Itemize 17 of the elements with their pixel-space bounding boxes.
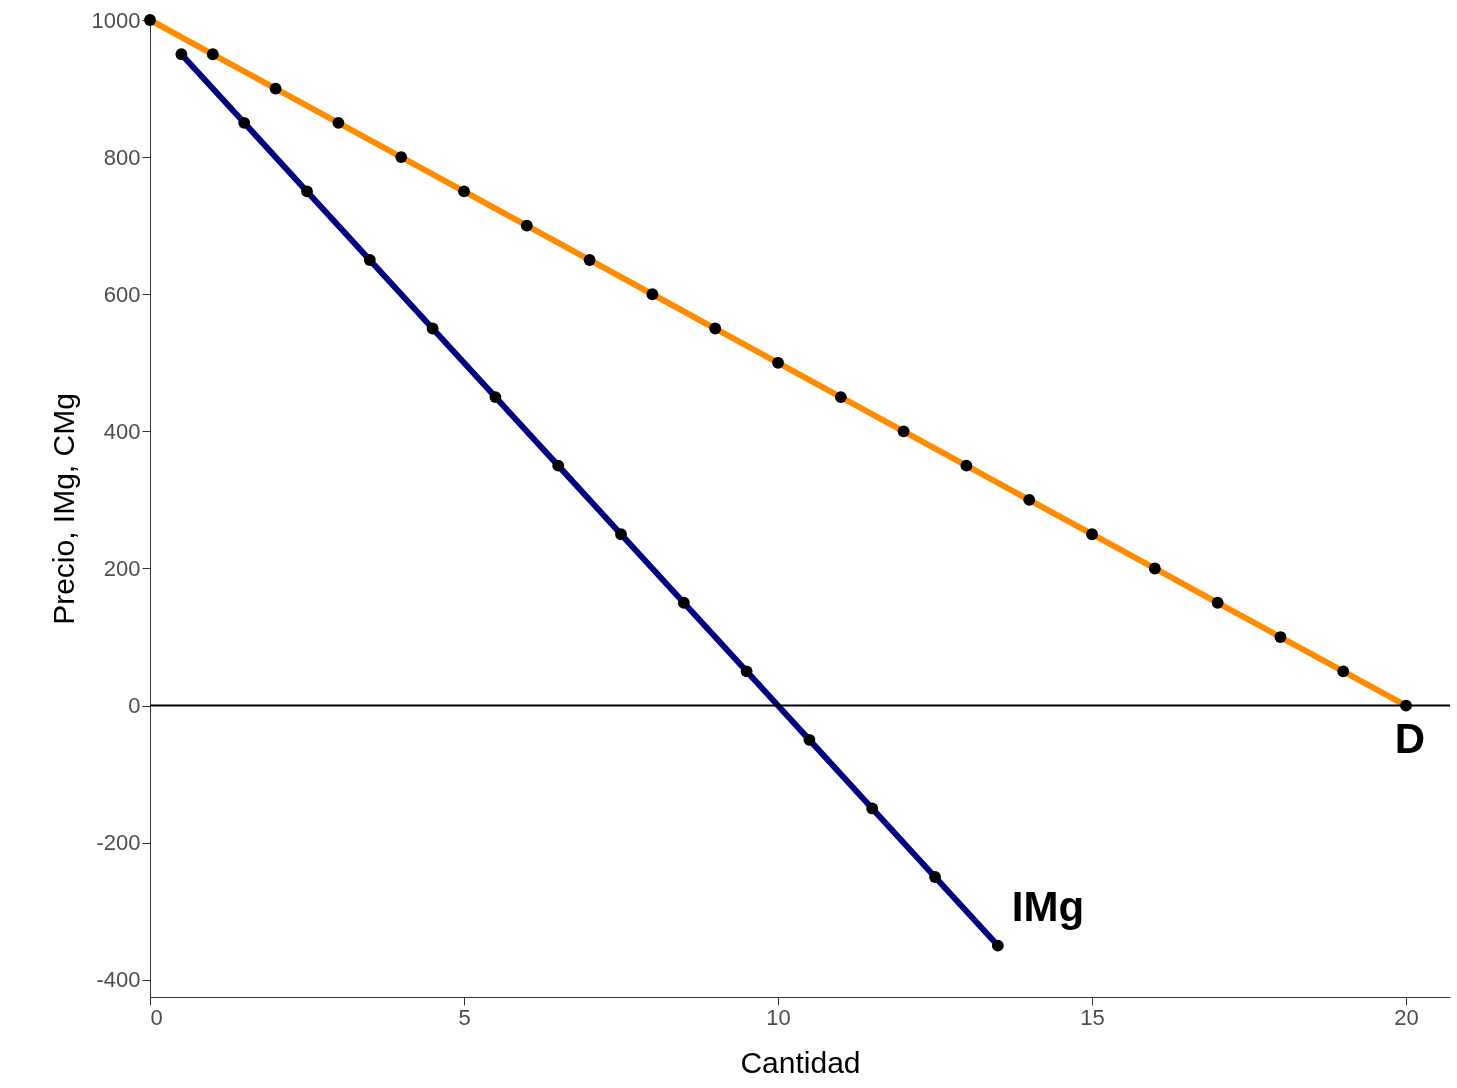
x-axis-title: Cantidad (740, 1045, 861, 1079)
y-tick-label: 400 (103, 418, 141, 444)
y-axis-title: Precio, IMg, CMg (46, 393, 80, 625)
y-tick-label: 800 (103, 144, 141, 170)
y-tick-label: 1000 (91, 7, 141, 33)
x-tick-label: 5 (458, 1004, 471, 1030)
x-tick-label: 0 (150, 1004, 163, 1030)
y-tick-label: -200 (96, 830, 141, 856)
x-tick-label: 10 (766, 1004, 791, 1030)
x-tick-label: 20 (1394, 1004, 1419, 1030)
x-tick-label: 15 (1080, 1004, 1105, 1030)
y-tick-label: 0 (128, 693, 141, 719)
series-label: D (1394, 714, 1426, 762)
y-tick-label: 600 (103, 281, 141, 307)
y-tick-label: 200 (103, 555, 141, 581)
series-label: IMg (1011, 882, 1085, 930)
y-tick-label: -400 (96, 967, 141, 993)
